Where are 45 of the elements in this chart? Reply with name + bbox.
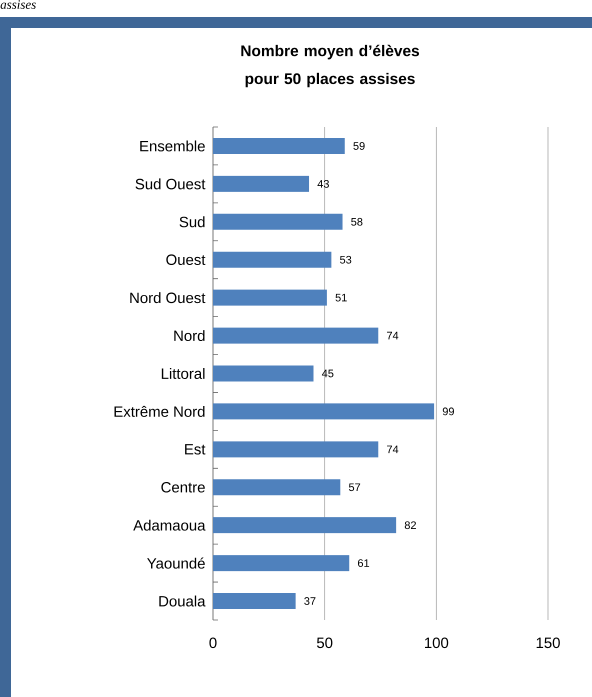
bar bbox=[213, 176, 310, 192]
y-tick-label: Adamaoua bbox=[133, 520, 206, 531]
x-tick-label: 100 bbox=[425, 638, 448, 648]
bar bbox=[213, 441, 378, 458]
data-label: 37 bbox=[304, 597, 316, 605]
x-tick-label: 50 bbox=[316, 638, 332, 648]
bar bbox=[213, 517, 396, 534]
bar bbox=[213, 403, 434, 420]
y-tick-label: Centre bbox=[161, 482, 205, 493]
y-tick-label: Yaoundé bbox=[147, 558, 205, 569]
data-label: 57 bbox=[348, 483, 360, 492]
y-tick-label: Ensemble bbox=[140, 140, 205, 152]
data-label: 74 bbox=[387, 332, 398, 340]
x-tick-label: 150 bbox=[536, 638, 560, 648]
data-label: 74 bbox=[387, 446, 398, 454]
y-tick-label: Ouest bbox=[166, 254, 206, 266]
text: assises bbox=[0, 0, 36, 9]
data-label: 59 bbox=[353, 142, 365, 150]
y-tick-label: Douala bbox=[159, 596, 206, 607]
data-label: 82 bbox=[404, 521, 416, 530]
y-tick-label: Est bbox=[185, 444, 206, 455]
y-tick-label: Sud bbox=[180, 216, 205, 228]
data-label: 61 bbox=[358, 559, 370, 567]
data-label: 43 bbox=[317, 180, 329, 188]
data-label: 51 bbox=[336, 294, 347, 302]
bar bbox=[213, 593, 296, 610]
y-tick-label: Nord bbox=[174, 330, 205, 342]
data-label: 45 bbox=[322, 370, 334, 378]
data-label: 53 bbox=[340, 256, 352, 264]
bar bbox=[213, 479, 340, 496]
chart-title: Nombre moyen d’élèves pour 50 places assises bbox=[241, 44, 420, 88]
x-tick-label: 0 bbox=[209, 638, 217, 648]
bar bbox=[213, 555, 350, 572]
bar bbox=[213, 138, 345, 154]
y-tick-label: Extrême Nord bbox=[114, 406, 204, 417]
bar bbox=[213, 328, 378, 344]
y-tick-label: Nord Ouest bbox=[130, 292, 206, 304]
data-label: 58 bbox=[351, 218, 362, 226]
bar bbox=[213, 365, 314, 382]
data-label: 99 bbox=[442, 408, 454, 416]
bar bbox=[213, 290, 327, 306]
y-tick-label: Littoral bbox=[162, 368, 204, 379]
y-tick-label: Sud Ouest bbox=[136, 178, 206, 190]
bar bbox=[213, 214, 343, 230]
bar bbox=[213, 252, 332, 268]
